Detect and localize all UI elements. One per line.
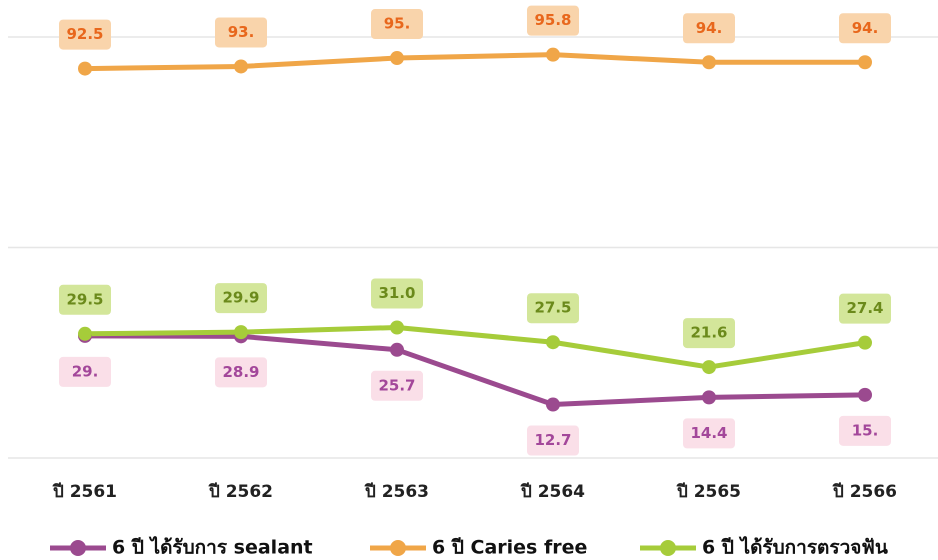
x-tick-label: ปี 2565 (676, 481, 741, 502)
data-label: 29.5 (66, 290, 103, 308)
data-label-bg (59, 19, 111, 50)
data-point (546, 47, 560, 62)
data-point (78, 61, 92, 76)
data-point (546, 397, 560, 412)
data-point (702, 55, 716, 70)
data-label-bg (839, 293, 891, 324)
data-label-bg (527, 293, 579, 324)
x-tick-label: ปี 2561 (52, 481, 117, 502)
legend-marker (660, 540, 676, 556)
data-label-bg (215, 357, 267, 388)
legend-marker (70, 540, 86, 556)
data-label-bg (59, 284, 111, 315)
data-point (78, 326, 92, 341)
data-label: 29. (72, 362, 99, 380)
data-label-bg (59, 356, 111, 387)
data-label: 94. (696, 19, 723, 37)
data-point (858, 55, 872, 70)
legend-label: 6 ปี Caries free (432, 537, 587, 559)
data-label-bg (215, 283, 267, 314)
data-label-bg (839, 415, 891, 446)
data-label-bg (683, 418, 735, 449)
x-tick-label: ปี 2566 (832, 481, 897, 502)
data-label: 31.0 (378, 284, 415, 302)
data-label-bg (839, 13, 891, 44)
data-label: 94. (852, 19, 879, 37)
data-label: 25.7 (378, 376, 415, 394)
data-label: 95.8 (534, 11, 571, 29)
data-label-bg (527, 425, 579, 456)
x-tick-label: ปี 2562 (208, 481, 273, 502)
data-point (390, 320, 404, 335)
data-point (858, 387, 872, 402)
data-label: 12.7 (534, 431, 571, 449)
data-point (858, 335, 872, 350)
data-label-bg (215, 17, 267, 48)
data-point (546, 335, 560, 350)
x-tick-label: ปี 2564 (520, 481, 585, 502)
series-line (84, 52, 865, 72)
data-label-bg (371, 370, 423, 401)
legend-marker (390, 540, 406, 556)
data-label-bg (683, 318, 735, 349)
data-label: 15. (852, 421, 879, 439)
data-label-bg (371, 278, 423, 309)
data-label-bg (527, 5, 579, 36)
data-point (702, 390, 716, 405)
data-point (702, 360, 716, 375)
data-label: 27.4 (846, 299, 883, 317)
data-label-bg (683, 13, 735, 44)
data-label: 95. (384, 15, 411, 33)
data-label: 14.4 (690, 424, 727, 442)
x-tick-label: ปี 2563 (364, 481, 429, 502)
data-point (390, 51, 404, 66)
data-label: 28.9 (222, 363, 259, 381)
data-point (390, 342, 404, 357)
data-label: 27.5 (534, 299, 571, 317)
data-label-bg (371, 9, 423, 40)
data-label: 29.9 (222, 289, 259, 307)
data-label: 21.6 (690, 324, 727, 342)
data-point (234, 59, 248, 74)
data-label: 92.5 (66, 25, 103, 43)
legend-label: 6 ปี ได้รับการตรวจฟัน (702, 536, 888, 559)
series-line (84, 324, 866, 370)
data-point (234, 325, 248, 340)
legend-label: 6 ปี ได้รับการ sealant (112, 536, 313, 559)
series-line (84, 333, 866, 408)
data-label: 93. (228, 23, 255, 41)
